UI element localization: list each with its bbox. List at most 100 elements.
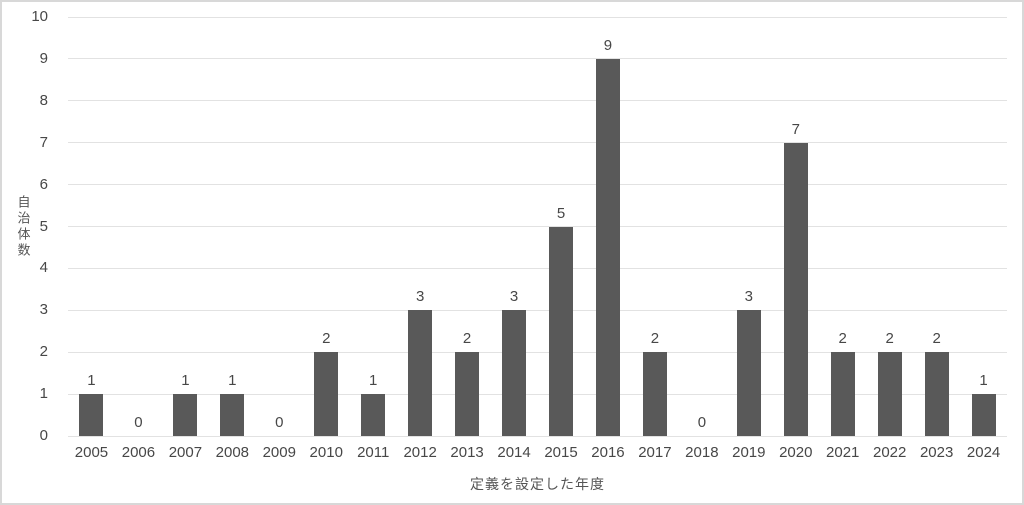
bar-2019 [736,310,761,436]
bar-slot: 2 [444,17,491,436]
bar-value-label: 9 [603,36,613,54]
bar-value-label: 0 [275,414,284,431]
bar-slot: 1 [209,17,256,436]
bar-2008 [220,394,245,436]
bar-2024 [971,394,996,436]
x-tick-label: 2012 [403,444,437,461]
bar-slot: 0 [115,17,162,436]
y-tick-label: 4 [39,259,48,277]
bar-2022 [877,352,902,436]
gridline [68,226,1007,227]
bar-2020 [783,142,808,436]
bar-value-label: 3 [744,288,753,306]
gridline [68,309,1007,311]
y-tick-label: 0 [39,427,48,444]
x-tick-label: 2019 [732,444,766,461]
gridline [68,16,1007,18]
bar-2010 [314,352,339,436]
bar-value-label: 1 [369,372,378,390]
bar-value-label: 5 [556,204,566,222]
bar-slot: 0 [256,17,303,436]
y-tick-label: 8 [39,91,48,109]
bar-2013 [455,352,480,436]
gridline [68,393,1007,395]
x-tick-label: 2011 [357,444,390,461]
bar-slot: 2 [303,17,350,436]
bar-2015 [549,226,573,436]
bar-value-label: 2 [322,330,331,348]
bar-value-label: 3 [415,288,425,306]
plot-area: 1 0 1 1 0 2 1 3 2 3 5 9 2 0 3 7 2 2 2 1 [68,16,1007,437]
bar-value-label: 2 [838,330,847,348]
x-tick-label: 2010 [309,444,343,461]
y-tick-label: 2 [39,343,48,361]
y-tick-label: 6 [39,175,48,193]
bar-2023 [924,352,949,436]
y-tick-label: 1 [39,385,48,403]
bar-2005 [79,394,104,436]
bar-slot: 9 [584,17,631,436]
bar-2007 [173,394,198,436]
bar-2011 [361,394,386,436]
bar-value-label: 2 [650,330,660,348]
gridline [68,435,1007,437]
bar-slot: 1 [68,17,115,436]
bar-slot: 2 [819,17,866,436]
bar-2017 [642,352,667,436]
gridline [68,351,1007,353]
gridline [68,100,1007,102]
bar-value-label: 2 [885,330,894,348]
y-tick-label: 7 [39,133,48,151]
bar-value-label: 2 [932,330,941,348]
bar-slot: 2 [866,17,913,436]
gridline [68,58,1007,60]
bar-value-label: 1 [979,372,988,390]
x-axis-title: 定義を設定した年度 [470,476,605,492]
bar-value-label: 7 [791,120,800,138]
bar-value-label: 0 [697,414,707,431]
bar-slot: 7 [772,17,819,436]
bars-row: 1 0 1 1 0 2 1 3 2 3 5 9 2 0 3 7 2 2 2 1 [68,17,1007,436]
x-tick-label: 2008 [215,444,250,461]
bar-slot: 1 [162,17,209,436]
bar-value-label: 3 [509,288,519,306]
gridline [68,267,1007,269]
bar-value-label: 1 [87,372,96,390]
x-tick-label: 2007 [168,444,203,461]
bar-value-label: 1 [181,372,190,390]
y-tick-label: 5 [39,217,48,235]
y-tick-label: 3 [39,301,48,319]
bar-slot: 0 [678,17,725,436]
x-tick-label: 2021 [826,444,860,461]
bar-2014 [502,310,527,436]
y-tick-label: 9 [39,49,48,67]
bar-slot: 1 [960,17,1007,436]
x-tick-label: 2015 [544,444,578,461]
y-axis-tick-labels: 0 1 2 3 4 5 6 7 8 9 10 [2,8,58,444]
x-tick-label: 2014 [497,444,531,461]
bar-value-label: 0 [134,414,143,431]
gridline [68,184,1007,186]
x-tick-label: 2018 [685,444,719,461]
x-tick-label: 2024 [966,444,1001,461]
bar-2016 [595,58,620,436]
y-axis-title: 自治体数 [15,194,31,259]
y-tick-label: 10 [31,8,48,25]
bar-2012 [408,310,433,436]
bar-slot: 5 [538,17,585,436]
x-tick-label: 2013 [450,444,484,461]
bar-slot: 3 [397,17,444,436]
bar-slot: 3 [725,17,772,436]
x-tick-label: 2005 [74,444,109,461]
x-tick-label: 2006 [121,444,156,461]
x-tick-label: 2020 [779,444,813,461]
bar-value-label: 1 [228,372,237,390]
x-tick-label: 2016 [591,444,625,461]
bar-slot: 2 [913,17,960,436]
bar-slot: 2 [631,17,678,436]
x-axis-tick-labels: 2005 2006 2007 2008 2009 2010 2011 2012 2013 2014… [68,444,1007,461]
x-tick-label: 2009 [262,444,296,461]
x-tick-label: 2022 [872,444,907,461]
x-tick-label: 2023 [919,444,954,461]
